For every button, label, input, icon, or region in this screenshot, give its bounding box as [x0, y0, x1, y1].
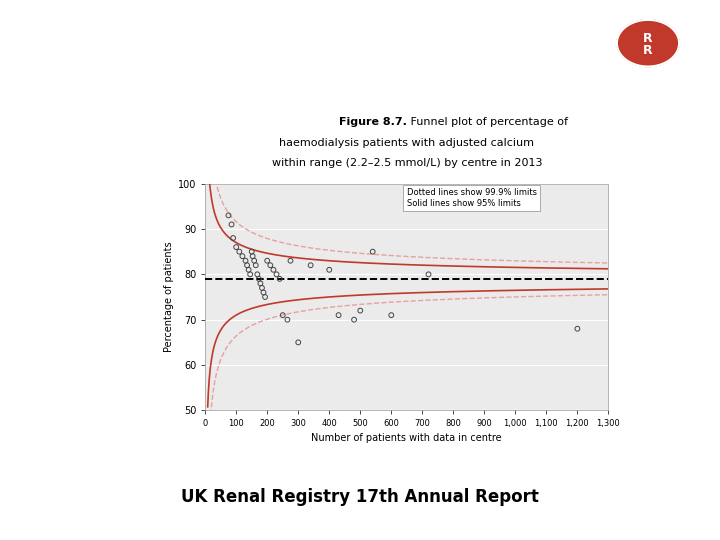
- Point: [277, 311, 289, 320]
- Point: [256, 284, 268, 292]
- Point: [247, 252, 258, 260]
- Text: R: R: [643, 44, 653, 57]
- Point: [268, 266, 279, 274]
- Point: [222, 211, 234, 220]
- Point: [423, 270, 434, 279]
- Point: [237, 252, 248, 260]
- Y-axis label: Percentage of patients: Percentage of patients: [163, 242, 174, 352]
- Point: [230, 243, 242, 252]
- Point: [248, 256, 260, 265]
- X-axis label: Number of patients with data in centre: Number of patients with data in centre: [312, 433, 502, 443]
- Point: [385, 311, 397, 320]
- Text: UK Renal Registry 17th Annual Report: UK Renal Registry 17th Annual Report: [181, 488, 539, 506]
- Polygon shape: [617, 20, 679, 66]
- Point: [333, 311, 344, 320]
- Text: Figure 8.7.: Figure 8.7.: [339, 117, 407, 127]
- Text: Funnel plot of percentage of: Funnel plot of percentage of: [407, 117, 568, 127]
- Point: [240, 256, 251, 265]
- Point: [282, 315, 293, 324]
- Point: [354, 306, 366, 315]
- Text: within range (2.2–2.5 mmol/L) by centre in 2013: within range (2.2–2.5 mmol/L) by centre …: [271, 158, 542, 168]
- Point: [226, 220, 238, 229]
- Point: [244, 270, 256, 279]
- Point: [253, 274, 265, 283]
- Text: R: R: [643, 32, 653, 45]
- Point: [228, 234, 239, 242]
- Point: [255, 279, 266, 288]
- Point: [233, 247, 245, 256]
- Text: haemodialysis patients with adjusted calcium: haemodialysis patients with adjusted cal…: [279, 138, 534, 147]
- Point: [305, 261, 316, 269]
- Point: [348, 315, 360, 324]
- Point: [271, 270, 282, 279]
- Point: [292, 338, 304, 347]
- Text: Dotted lines show 99.9% limits
Solid lines show 95% limits: Dotted lines show 99.9% limits Solid lin…: [407, 188, 537, 207]
- Point: [250, 261, 261, 269]
- Point: [259, 293, 271, 301]
- Point: [284, 256, 296, 265]
- Point: [264, 261, 276, 269]
- Point: [261, 256, 273, 265]
- Point: [367, 247, 379, 256]
- Point: [243, 266, 254, 274]
- Point: [246, 247, 258, 256]
- Point: [251, 270, 263, 279]
- Point: [323, 266, 335, 274]
- Point: [572, 325, 583, 333]
- Point: [274, 274, 285, 283]
- Point: [258, 288, 269, 297]
- Point: [241, 261, 253, 269]
